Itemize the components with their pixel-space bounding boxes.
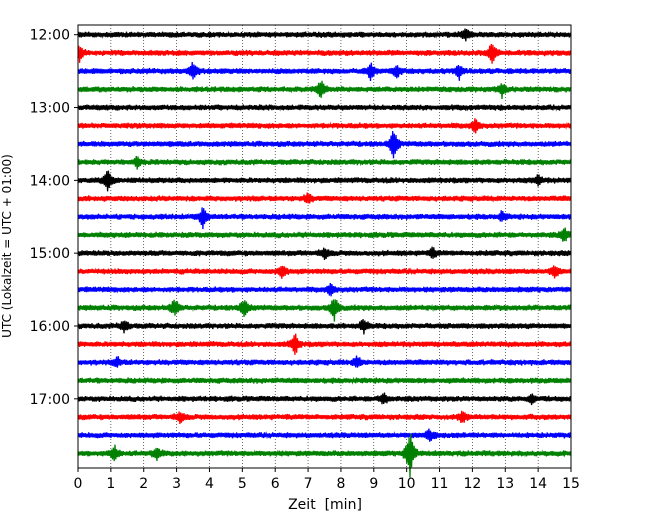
x-tick-label: 5 — [238, 476, 247, 492]
vertical-grid — [110, 25, 539, 468]
trace-1730 — [77, 428, 572, 442]
trace-1400 — [77, 170, 572, 192]
trace-1700 — [77, 392, 572, 406]
y-tick-label: 15:00 — [30, 246, 70, 262]
x-tick-label: 13 — [496, 476, 514, 492]
trace-1230 — [77, 61, 572, 82]
x-axis-label: Zeit [min] — [288, 497, 362, 513]
y-tick-label: 16:00 — [30, 319, 70, 335]
trace-1415 — [77, 192, 572, 204]
trace-1530 — [77, 282, 572, 297]
y-axis-label: UTC (Lokalzeit = UTC + 01:00) — [0, 154, 14, 338]
trace-1300 — [77, 104, 572, 112]
trace-1330 — [77, 130, 572, 159]
x-tick-label: 7 — [304, 476, 313, 492]
y-tick-label: 13:00 — [30, 101, 70, 117]
trace-1200 — [77, 28, 572, 42]
x-tick-label: 15 — [562, 476, 580, 492]
trace-1245 — [77, 80, 572, 100]
x-tick-label: 6 — [271, 476, 280, 492]
x-tick-label: 11 — [431, 476, 449, 492]
y-tick-label: 12:00 — [30, 28, 70, 44]
trace-1430 — [77, 207, 572, 230]
trace-1630 — [77, 355, 572, 368]
x-tick-label: 10 — [398, 476, 416, 492]
trace-1745 — [77, 433, 572, 478]
trace-1600 — [77, 319, 572, 335]
trace-1215 — [77, 43, 572, 64]
trace-group — [77, 28, 572, 478]
x-tick-label: 14 — [529, 476, 547, 492]
y-axis: 12:00 13:00 14:00 15:00 16:00 17:00 — [30, 28, 78, 408]
x-axis: 0 1 2 3 4 5 6 7 8 9 10 11 12 13 14 15 — [74, 468, 580, 492]
trace-1445 — [77, 227, 572, 242]
x-tick-label: 0 — [74, 476, 83, 492]
x-tick-label: 1 — [106, 476, 115, 492]
y-tick-label: 17:00 — [30, 392, 70, 408]
x-tick-label: 3 — [172, 476, 181, 492]
plot-frame — [77, 24, 572, 469]
trace-1345 — [77, 155, 572, 170]
y-tick-label: 14:00 — [30, 173, 70, 189]
trace-1545 — [77, 299, 572, 322]
trace-1715 — [77, 410, 572, 424]
trace-1515 — [77, 265, 572, 279]
x-tick-label: 8 — [336, 476, 345, 492]
x-tick-label: 2 — [139, 476, 148, 492]
trace-1500 — [77, 246, 572, 261]
trace-1615 — [77, 333, 572, 355]
x-tick-label: 4 — [205, 476, 214, 492]
trace-1645 — [77, 376, 572, 385]
trace-1315 — [77, 118, 572, 134]
x-tick-label: 12 — [463, 476, 481, 492]
x-tick-label: 9 — [369, 476, 378, 492]
